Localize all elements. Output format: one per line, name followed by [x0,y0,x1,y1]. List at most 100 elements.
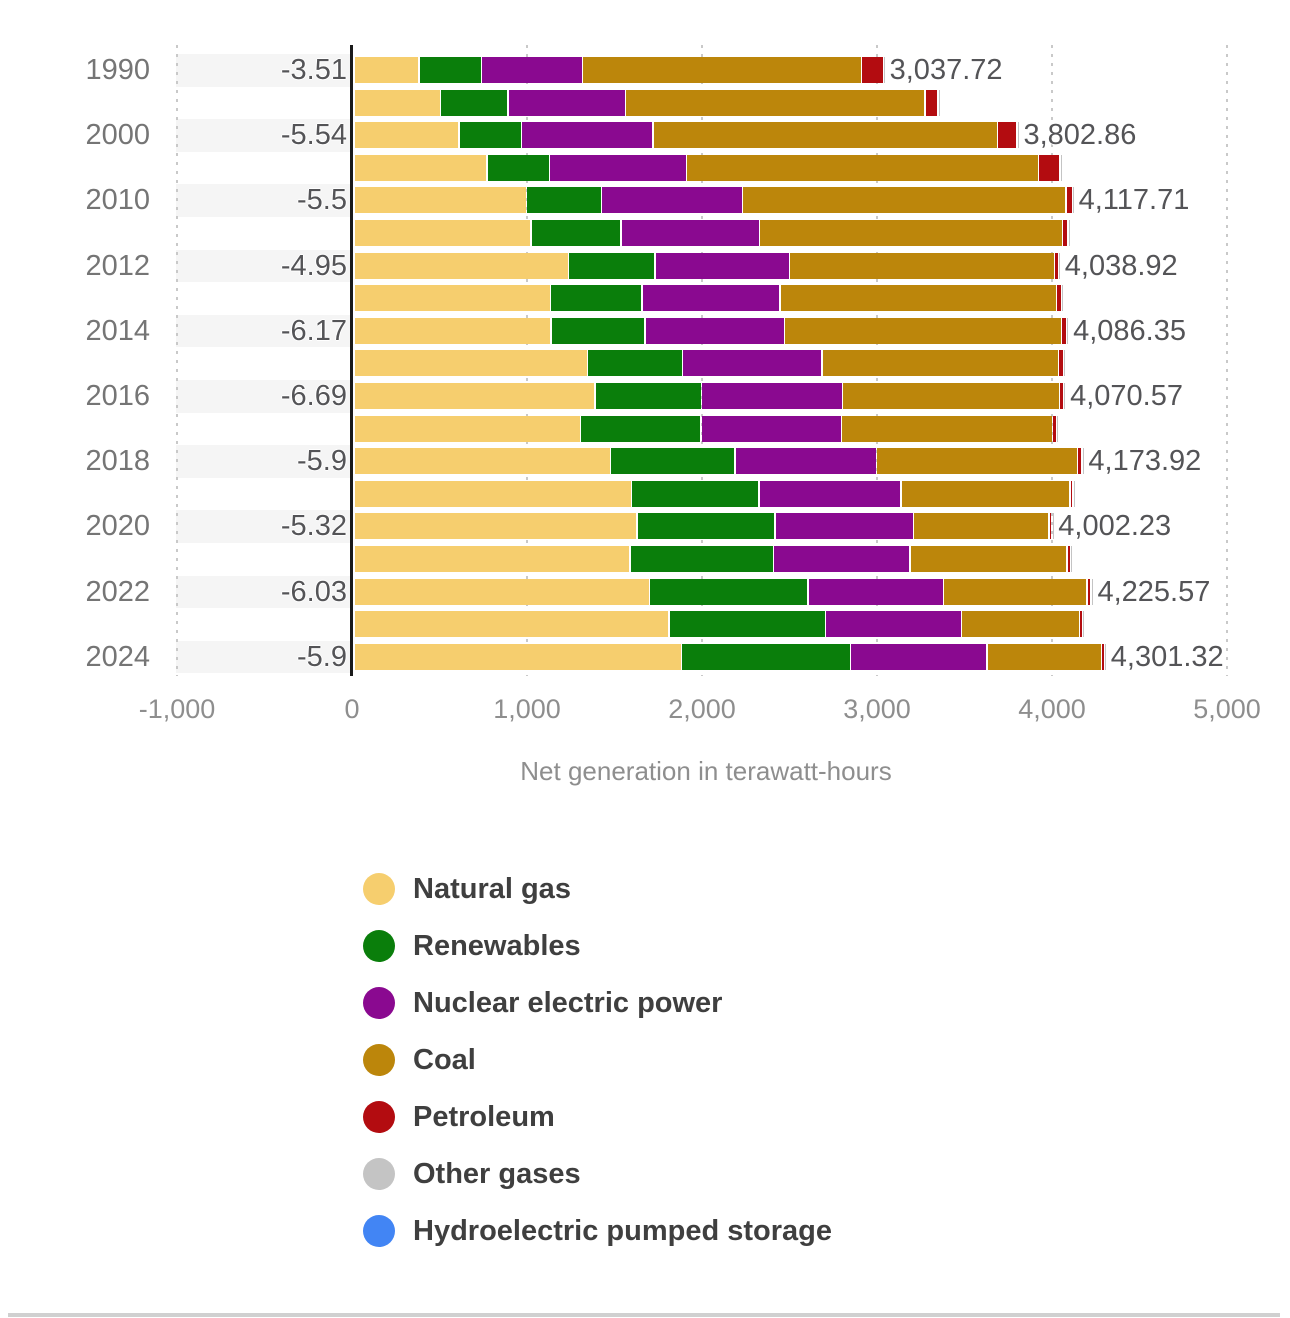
bar-2012-coal[interactable] [790,252,1054,279]
bar-2010-petroleum[interactable] [1066,187,1072,214]
legend-item-petroleum[interactable]: Petroleum [363,1088,832,1145]
bar-2022-coal[interactable] [944,578,1087,605]
bar-2014-nuclear-electric-power[interactable] [645,317,784,344]
bar-2023-renewables[interactable] [669,611,825,638]
bar-2012-petroleum[interactable] [1055,252,1058,279]
bar-2019-natural-gas[interactable] [354,480,631,507]
bar-2017-coal[interactable] [842,415,1052,442]
bar-1995-petroleum[interactable] [925,89,938,116]
bar-2020-natural-gas[interactable] [354,513,637,540]
bar-2005-nuclear-electric-power[interactable] [550,154,686,181]
bar-2010-nuclear-electric-power[interactable] [602,187,742,214]
bar-1995-nuclear-electric-power[interactable] [508,89,625,116]
bar-2023-natural-gas[interactable] [354,611,669,638]
bar-2017-petroleum[interactable] [1053,415,1056,442]
bar-2011-renewables[interactable] [531,220,621,246]
bar-2000-renewables[interactable] [459,122,521,149]
bar-2011-nuclear-electric-power[interactable] [621,220,759,246]
bar-1995-renewables[interactable] [441,89,508,116]
bar-2000-other-gases[interactable] [1017,122,1019,149]
bar-2018-nuclear-electric-power[interactable] [735,448,876,475]
bar-2010-other-gases[interactable] [1073,187,1074,214]
bar-2024-renewables[interactable] [682,643,850,670]
bar-2019-other-gases[interactable] [1073,480,1075,507]
bar-2010-natural-gas[interactable] [354,187,526,214]
bar-2000-natural-gas[interactable] [354,122,459,149]
bar-2013-renewables[interactable] [551,285,642,312]
bar-2011-coal[interactable] [760,220,1062,246]
bar-2020-petroleum[interactable] [1049,513,1052,540]
bar-2024-coal[interactable] [988,643,1101,670]
bar-2021-petroleum[interactable] [1067,546,1070,572]
legend-item-natural-gas[interactable]: Natural gas [363,860,832,917]
bar-2021-other-gases[interactable] [1071,546,1072,572]
bar-2015-petroleum[interactable] [1059,350,1063,377]
bar-2022-petroleum[interactable] [1087,578,1091,605]
bar-1990-renewables[interactable] [419,57,481,83]
bar-2015-nuclear-electric-power[interactable] [683,350,822,377]
bar-2012-nuclear-electric-power[interactable] [655,252,789,279]
bar-2019-petroleum[interactable] [1070,480,1073,507]
bar-2024-nuclear-electric-power[interactable] [851,643,987,670]
bar-2010-renewables[interactable] [527,187,601,214]
bar-2021-nuclear-electric-power[interactable] [774,546,910,572]
bar-2011-natural-gas[interactable] [354,220,531,246]
bar-2015-renewables[interactable] [588,350,682,377]
bar-2023-nuclear-electric-power[interactable] [826,611,961,638]
bar-2016-renewables[interactable] [595,383,701,409]
bar-2022-other-gases[interactable] [1091,578,1093,605]
bar-2011-other-gases[interactable] [1068,220,1070,246]
bar-2000-nuclear-electric-power[interactable] [522,122,653,149]
bar-2017-renewables[interactable] [581,415,700,442]
bar-2024-natural-gas[interactable] [354,643,681,670]
bar-2015-natural-gas[interactable] [354,350,587,377]
bar-1990-nuclear-electric-power[interactable] [482,57,582,83]
bar-2016-coal[interactable] [843,383,1059,409]
bar-2022-nuclear-electric-power[interactable] [808,578,943,605]
bar-2015-other-gases[interactable] [1064,350,1066,377]
bar-2010-coal[interactable] [743,187,1066,214]
bar-2018-petroleum[interactable] [1078,448,1082,475]
bar-2011-petroleum[interactable] [1063,220,1068,246]
bar-2012-other-gases[interactable] [1059,252,1060,279]
bar-2016-other-gases[interactable] [1064,383,1066,409]
bar-2017-natural-gas[interactable] [354,415,580,442]
bar-2013-natural-gas[interactable] [354,285,550,312]
bar-1995-other-gases[interactable] [938,89,940,116]
bar-2014-coal[interactable] [785,317,1061,344]
bar-2020-coal[interactable] [914,513,1048,540]
legend-item-coal[interactable]: Coal [363,1031,832,1088]
bar-2005-renewables[interactable] [487,154,549,181]
bar-1995-natural-gas[interactable] [354,89,440,116]
bar-2023-petroleum[interactable] [1080,611,1082,638]
legend-item-renewables[interactable]: Renewables [363,917,832,974]
bar-1990-other-gases[interactable] [884,57,885,83]
bar-2013-other-gases[interactable] [1062,285,1063,312]
bar-2020-renewables[interactable] [637,513,775,540]
bar-2017-other-gases[interactable] [1057,415,1058,442]
bar-2022-natural-gas[interactable] [354,578,649,605]
bar-1995-coal[interactable] [626,89,925,116]
bar-2017-nuclear-electric-power[interactable] [701,415,841,442]
legend-item-other-gases[interactable]: Other gases [363,1145,832,1202]
bar-2000-petroleum[interactable] [998,122,1017,149]
bar-2016-natural-gas[interactable] [354,383,595,409]
bar-2000-coal[interactable] [653,122,997,149]
bar-2016-nuclear-electric-power[interactable] [702,383,842,409]
bar-2019-nuclear-electric-power[interactable] [759,480,901,507]
bar-2018-other-gases[interactable] [1082,448,1084,475]
bar-2020-nuclear-electric-power[interactable] [775,513,913,540]
bar-2021-coal[interactable] [910,546,1067,572]
bar-2018-renewables[interactable] [611,448,735,475]
bar-2013-petroleum[interactable] [1057,285,1061,312]
legend-item-nuclear-electric-power[interactable]: Nuclear electric power [363,974,832,1031]
bar-2014-other-gases[interactable] [1067,317,1069,344]
bar-2021-natural-gas[interactable] [354,546,630,572]
bar-2014-renewables[interactable] [551,317,645,344]
bar-2021-renewables[interactable] [630,546,773,572]
bar-1990-petroleum[interactable] [862,57,883,83]
bar-2005-petroleum[interactable] [1039,154,1060,181]
bar-2023-other-gases[interactable] [1083,611,1084,638]
legend-item-hydroelectric-pumped-storage[interactable]: Hydroelectric pumped storage [363,1202,832,1259]
bar-2005-natural-gas[interactable] [354,154,487,181]
